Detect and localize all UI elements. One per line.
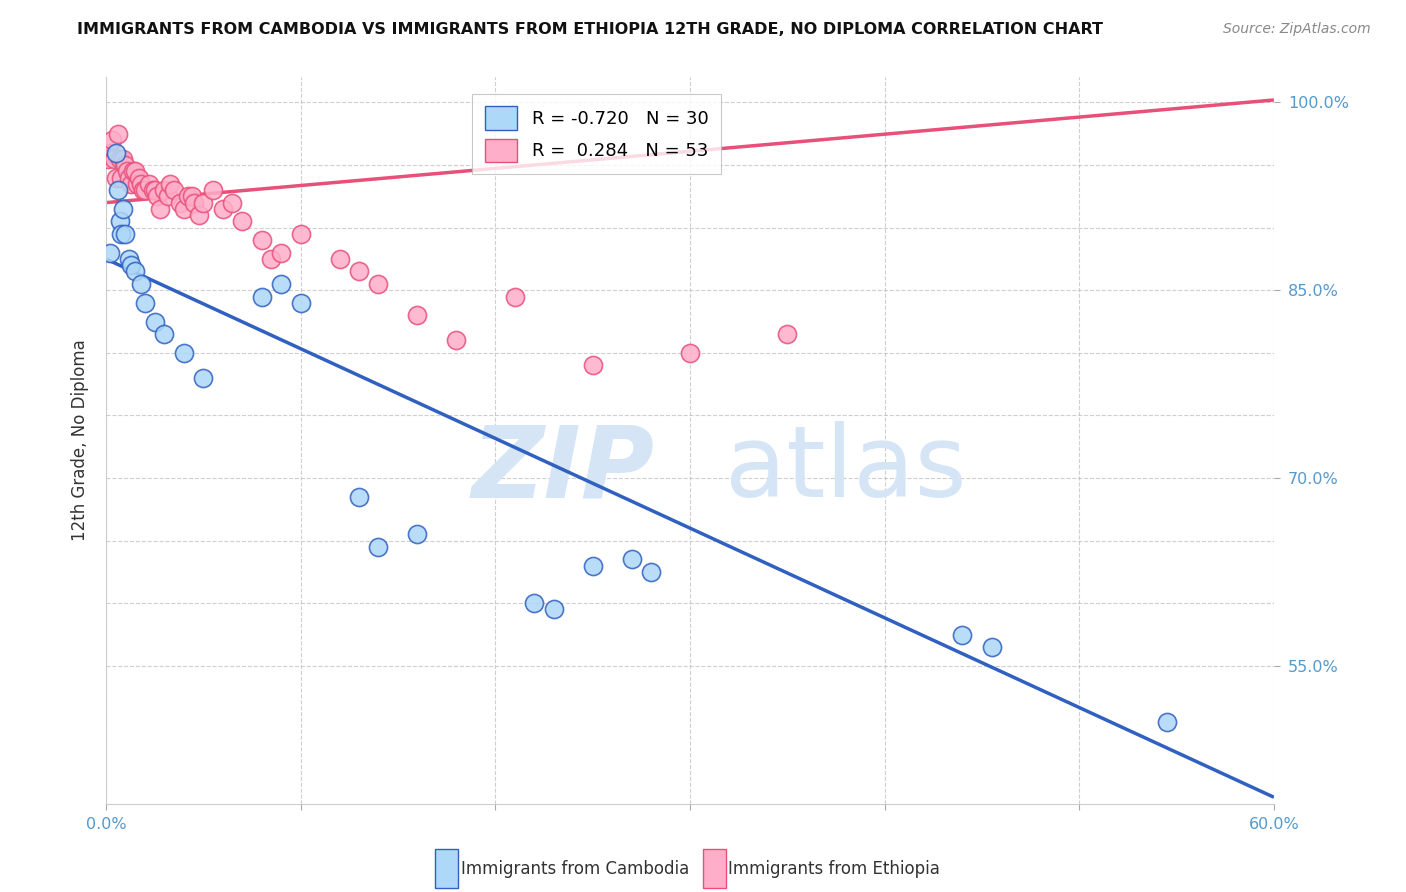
- Point: [523, 596, 546, 610]
- Point: [153, 327, 176, 342]
- Point: [118, 252, 141, 266]
- Text: Immigrants from Cambodia: Immigrants from Cambodia: [461, 860, 689, 878]
- Point: [367, 540, 389, 554]
- Point: [110, 170, 132, 185]
- Point: [952, 627, 974, 641]
- Point: [406, 308, 429, 322]
- Point: [163, 183, 186, 197]
- Point: [129, 277, 152, 291]
- Point: [640, 565, 662, 579]
- Point: [143, 314, 166, 328]
- Point: [108, 152, 131, 166]
- Point: [221, 195, 243, 210]
- Point: [201, 183, 224, 197]
- Point: [347, 264, 370, 278]
- Point: [114, 158, 136, 172]
- Point: [120, 177, 142, 191]
- Point: [173, 202, 195, 216]
- Point: [100, 133, 122, 147]
- Point: [108, 214, 131, 228]
- Point: [250, 233, 273, 247]
- Point: [124, 264, 146, 278]
- Point: [188, 208, 211, 222]
- Point: [107, 127, 129, 141]
- Point: [112, 202, 135, 216]
- Point: [98, 245, 121, 260]
- Point: [98, 145, 121, 160]
- Point: [503, 289, 526, 303]
- Legend: R = -0.720   N = 30, R =  0.284   N = 53: R = -0.720 N = 30, R = 0.284 N = 53: [472, 94, 721, 175]
- Point: [159, 177, 181, 191]
- Point: [104, 145, 127, 160]
- Point: [134, 183, 156, 197]
- Point: [1156, 715, 1178, 730]
- Point: [169, 195, 191, 210]
- Point: [103, 152, 125, 166]
- Point: [260, 252, 283, 266]
- Point: [183, 195, 205, 210]
- Point: [581, 359, 603, 373]
- Point: [149, 202, 172, 216]
- Point: [132, 183, 155, 197]
- Point: [193, 371, 215, 385]
- Point: [270, 277, 292, 291]
- Point: [122, 164, 145, 178]
- Point: [104, 170, 127, 185]
- Point: [142, 183, 165, 197]
- Text: IMMIGRANTS FROM CAMBODIA VS IMMIGRANTS FROM ETHIOPIA 12TH GRADE, NO DIPLOMA CORR: IMMIGRANTS FROM CAMBODIA VS IMMIGRANTS F…: [77, 22, 1104, 37]
- Point: [347, 490, 370, 504]
- Point: [125, 177, 148, 191]
- Point: [581, 558, 603, 573]
- Point: [250, 289, 273, 303]
- Point: [980, 640, 1002, 654]
- Point: [367, 277, 389, 291]
- Point: [180, 189, 202, 203]
- Point: [328, 252, 350, 266]
- Point: [110, 227, 132, 241]
- Point: [114, 227, 136, 241]
- Point: [143, 183, 166, 197]
- Point: [117, 164, 139, 178]
- Point: [134, 295, 156, 310]
- Point: [124, 164, 146, 178]
- Point: [120, 258, 142, 272]
- Point: [776, 327, 799, 342]
- Text: Source: ZipAtlas.com: Source: ZipAtlas.com: [1223, 22, 1371, 37]
- Point: [406, 527, 429, 541]
- Text: ZIP: ZIP: [472, 421, 655, 518]
- Point: [211, 202, 233, 216]
- Point: [118, 170, 141, 185]
- Point: [112, 152, 135, 166]
- Point: [543, 602, 565, 616]
- Y-axis label: 12th Grade, No Diploma: 12th Grade, No Diploma: [72, 340, 89, 541]
- Point: [173, 346, 195, 360]
- Point: [153, 183, 176, 197]
- Point: [290, 227, 312, 241]
- Point: [97, 152, 120, 166]
- Point: [145, 189, 167, 203]
- Point: [157, 189, 180, 203]
- Point: [620, 552, 643, 566]
- Point: [270, 245, 292, 260]
- Point: [176, 189, 198, 203]
- Point: [107, 183, 129, 197]
- Point: [446, 334, 468, 348]
- Point: [138, 177, 160, 191]
- Point: [679, 346, 702, 360]
- Point: [231, 214, 253, 228]
- Point: [129, 177, 152, 191]
- Text: Immigrants from Ethiopia: Immigrants from Ethiopia: [728, 860, 941, 878]
- Text: atlas: atlas: [725, 421, 966, 518]
- Point: [290, 295, 312, 310]
- Point: [193, 195, 215, 210]
- Point: [128, 170, 150, 185]
